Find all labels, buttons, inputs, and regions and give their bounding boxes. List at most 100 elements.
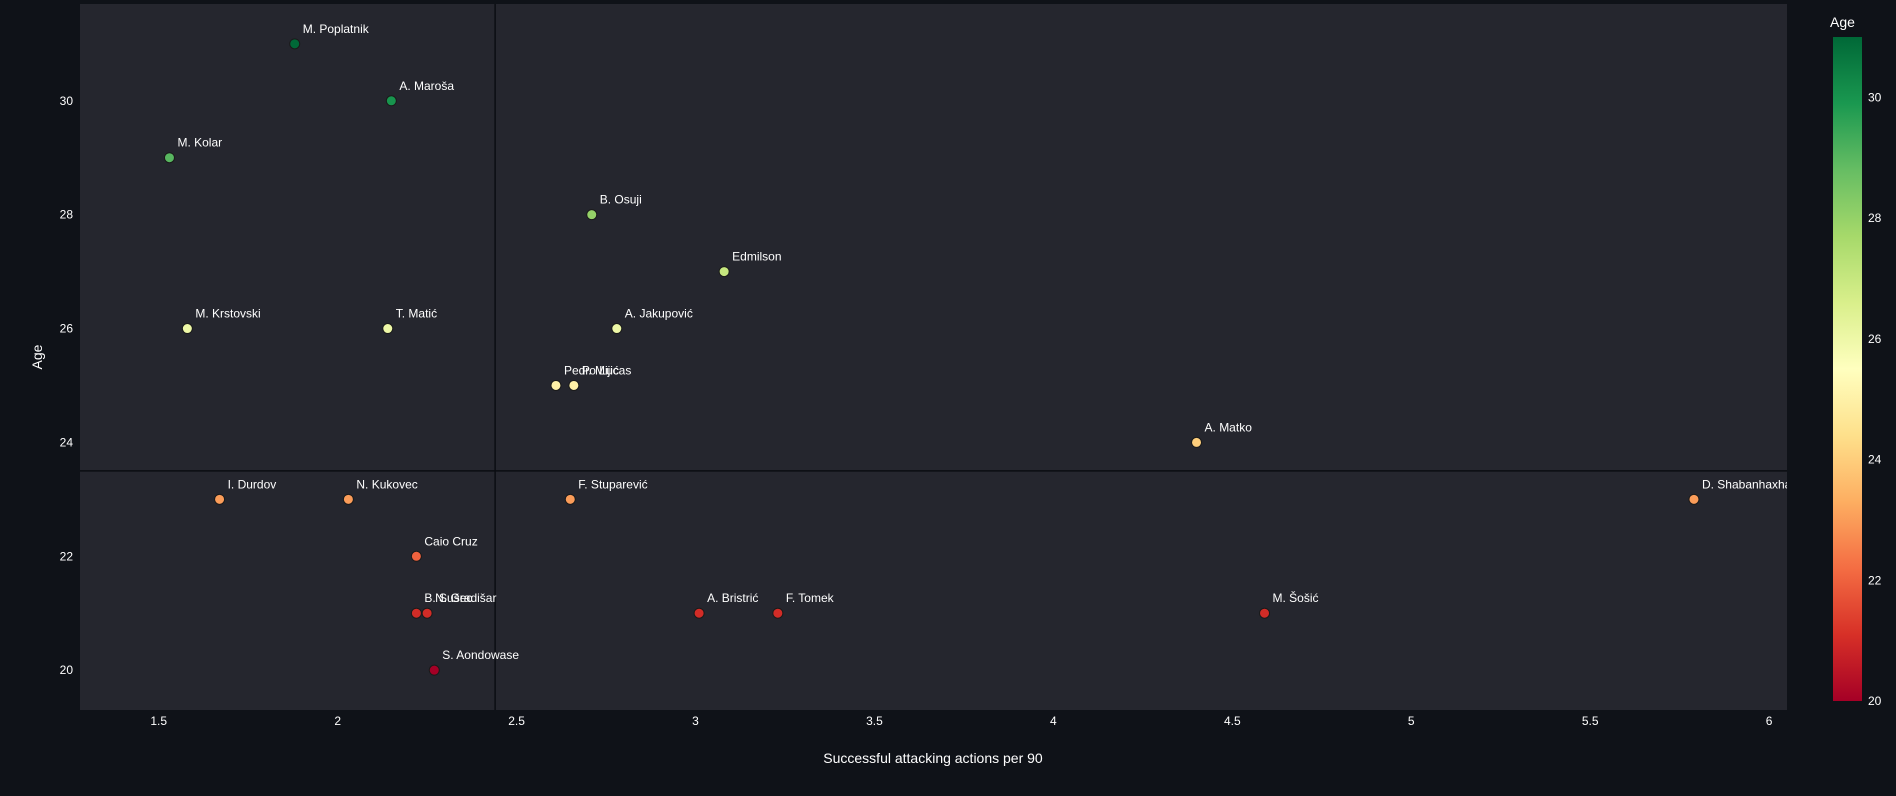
scatter-point-group: P. Mijić bbox=[568, 363, 619, 391]
point-label: M. Šošić bbox=[1273, 590, 1319, 605]
scatter-point-group: A. Matko bbox=[1191, 420, 1253, 448]
point-label: A. Jakupović bbox=[625, 307, 693, 321]
scatter-point[interactable] bbox=[1688, 493, 1700, 505]
x-axis-ticks: 1.5 2 2.5 3 3.5 4 4.5 5 5.5 6 bbox=[150, 714, 1772, 728]
scatter-point[interactable] bbox=[342, 493, 354, 505]
scatter-point[interactable] bbox=[568, 379, 580, 391]
x-tick-label: 3.5 bbox=[866, 714, 883, 728]
point-label: B. Sušec bbox=[424, 591, 472, 605]
scatter-point[interactable] bbox=[181, 323, 193, 335]
colorbar bbox=[1833, 37, 1862, 701]
scatter-point[interactable] bbox=[1191, 436, 1203, 448]
point-label: Edmilson bbox=[732, 250, 781, 264]
scatter-point[interactable] bbox=[586, 209, 598, 221]
point-label: Pedro Lucas bbox=[564, 363, 631, 377]
scatter-point-group: B. Osuji bbox=[586, 193, 642, 221]
y-tick-label: 26 bbox=[60, 322, 74, 336]
scatter-point-group: Edmilson bbox=[718, 250, 782, 278]
scatter-point[interactable] bbox=[289, 38, 301, 50]
point-label: M. Kolar bbox=[177, 136, 222, 150]
scatter-point[interactable] bbox=[550, 379, 562, 391]
scatter-point-group: A. Jakupović bbox=[611, 307, 693, 335]
scatter-point[interactable] bbox=[718, 266, 730, 278]
x-tick-label: 2 bbox=[334, 714, 341, 728]
reference-lines bbox=[80, 4, 1787, 710]
point-label: T. Matić bbox=[396, 307, 437, 321]
y-tick-label: 28 bbox=[60, 208, 74, 222]
scatter-point-group: M. Krstovski bbox=[181, 307, 261, 335]
scatter-point[interactable] bbox=[693, 607, 705, 619]
point-label: F. Stuparević bbox=[578, 477, 647, 491]
x-tick-label: 4.5 bbox=[1224, 714, 1241, 728]
scatter-point[interactable] bbox=[382, 323, 394, 335]
colorbar-tick-label: 30 bbox=[1868, 90, 1882, 104]
scatter-point[interactable] bbox=[214, 493, 226, 505]
point-label: M. Poplatnik bbox=[303, 22, 370, 36]
scatter-point-group: Pedro Lucas bbox=[550, 363, 631, 391]
point-label: I. Durdov bbox=[228, 477, 277, 491]
point-label: Caio Cruz bbox=[424, 534, 477, 548]
colorbar-tick-label: 20 bbox=[1868, 694, 1882, 708]
scatter-point[interactable] bbox=[163, 152, 175, 164]
y-tick-label: 30 bbox=[60, 94, 74, 108]
scatter-point-group: Caio Cruz bbox=[410, 534, 478, 562]
scatter-point-group: F. Tomek bbox=[772, 591, 835, 619]
colorbar-tick-label: 28 bbox=[1868, 211, 1882, 225]
scatter-point[interactable] bbox=[410, 550, 422, 562]
scatter-point[interactable] bbox=[611, 323, 623, 335]
scatter-point-group: I. Durdov bbox=[214, 477, 277, 505]
x-tick-label: 6 bbox=[1766, 714, 1773, 728]
point-label: F. Tomek bbox=[786, 591, 835, 605]
x-tick-label: 5 bbox=[1408, 714, 1415, 728]
y-axis-title: Age bbox=[29, 344, 45, 369]
scatter-point-group: B. Sušec bbox=[410, 591, 472, 619]
scatter-point-group: A. Maroša bbox=[385, 79, 454, 107]
point-label: N. Gradišar bbox=[435, 591, 496, 605]
colorbar-ticks: 20 22 24 26 28 30 bbox=[1868, 90, 1882, 708]
y-tick-label: 24 bbox=[60, 435, 74, 449]
scatter-point-group: D. Shabanhaxhaj bbox=[1688, 477, 1794, 505]
scatter-point-group: F. Stuparević bbox=[564, 477, 648, 505]
x-tick-label: 1.5 bbox=[150, 714, 167, 728]
y-tick-label: 20 bbox=[60, 663, 74, 677]
y-axis-ticks: 20 22 24 26 28 30 bbox=[60, 94, 74, 677]
scatter-point[interactable] bbox=[1259, 607, 1271, 619]
x-axis-title: Successful attacking actions per 90 bbox=[823, 750, 1043, 766]
colorbar-tick-label: 24 bbox=[1868, 453, 1882, 467]
point-label: B. Osuji bbox=[600, 193, 642, 207]
scatter-point[interactable] bbox=[428, 664, 440, 676]
x-tick-label: 3 bbox=[692, 714, 699, 728]
plot-area bbox=[80, 4, 1787, 710]
point-label: A. Bristrić bbox=[707, 591, 758, 605]
scatter-point-group: M. Poplatnik bbox=[289, 22, 370, 50]
scatter-point-group: S. Aondowase bbox=[428, 648, 519, 676]
scatter-point-group: T. Matić bbox=[382, 307, 437, 335]
scatter-point[interactable] bbox=[385, 95, 397, 107]
points-layer: M. Poplatnik A. Maroša M. Kolar B. Osuji Edm… bbox=[163, 22, 1794, 676]
scatter-point-group: A. Bristrić bbox=[693, 591, 758, 619]
y-tick-label: 22 bbox=[60, 549, 74, 563]
colorbar-title: Age bbox=[1830, 14, 1855, 30]
scatter-point-group: N. Kukovec bbox=[342, 477, 418, 505]
scatter-point[interactable] bbox=[564, 493, 576, 505]
scatter-point-group: M. Šošić bbox=[1259, 590, 1319, 619]
point-label: D. Shabanhaxhaj bbox=[1702, 477, 1794, 491]
scatter-point[interactable] bbox=[421, 607, 433, 619]
colorbar-tick-label: 26 bbox=[1868, 332, 1882, 346]
x-tick-label: 4 bbox=[1050, 714, 1057, 728]
point-label: M. Krstovski bbox=[195, 307, 260, 321]
scatter-point-group: M. Kolar bbox=[163, 136, 222, 164]
scatter-point-group: N. Gradišar bbox=[421, 591, 496, 619]
point-label: A. Matko bbox=[1205, 420, 1253, 434]
point-label: A. Maroša bbox=[399, 79, 454, 93]
scatter-point[interactable] bbox=[410, 607, 422, 619]
x-tick-label: 5.5 bbox=[1582, 714, 1599, 728]
point-label: S. Aondowase bbox=[442, 648, 519, 662]
point-label: P. Mijić bbox=[582, 363, 619, 377]
scatter-point[interactable] bbox=[772, 607, 784, 619]
x-tick-label: 2.5 bbox=[508, 714, 525, 728]
point-label: N. Kukovec bbox=[356, 477, 417, 491]
colorbar-tick-label: 22 bbox=[1868, 573, 1882, 587]
